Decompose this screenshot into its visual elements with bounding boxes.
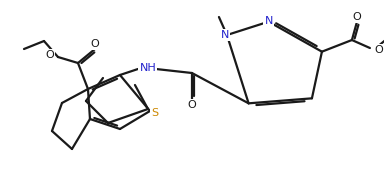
Text: O: O	[45, 50, 54, 60]
Text: O: O	[374, 45, 383, 55]
Text: S: S	[151, 108, 159, 118]
Text: NH: NH	[140, 63, 156, 73]
Text: O: O	[91, 39, 99, 49]
Text: O: O	[353, 12, 361, 22]
Text: O: O	[187, 100, 196, 110]
Text: N: N	[221, 30, 229, 40]
Text: N: N	[265, 16, 273, 26]
